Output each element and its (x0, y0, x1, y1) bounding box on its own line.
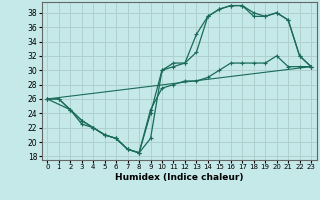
X-axis label: Humidex (Indice chaleur): Humidex (Indice chaleur) (115, 173, 244, 182)
